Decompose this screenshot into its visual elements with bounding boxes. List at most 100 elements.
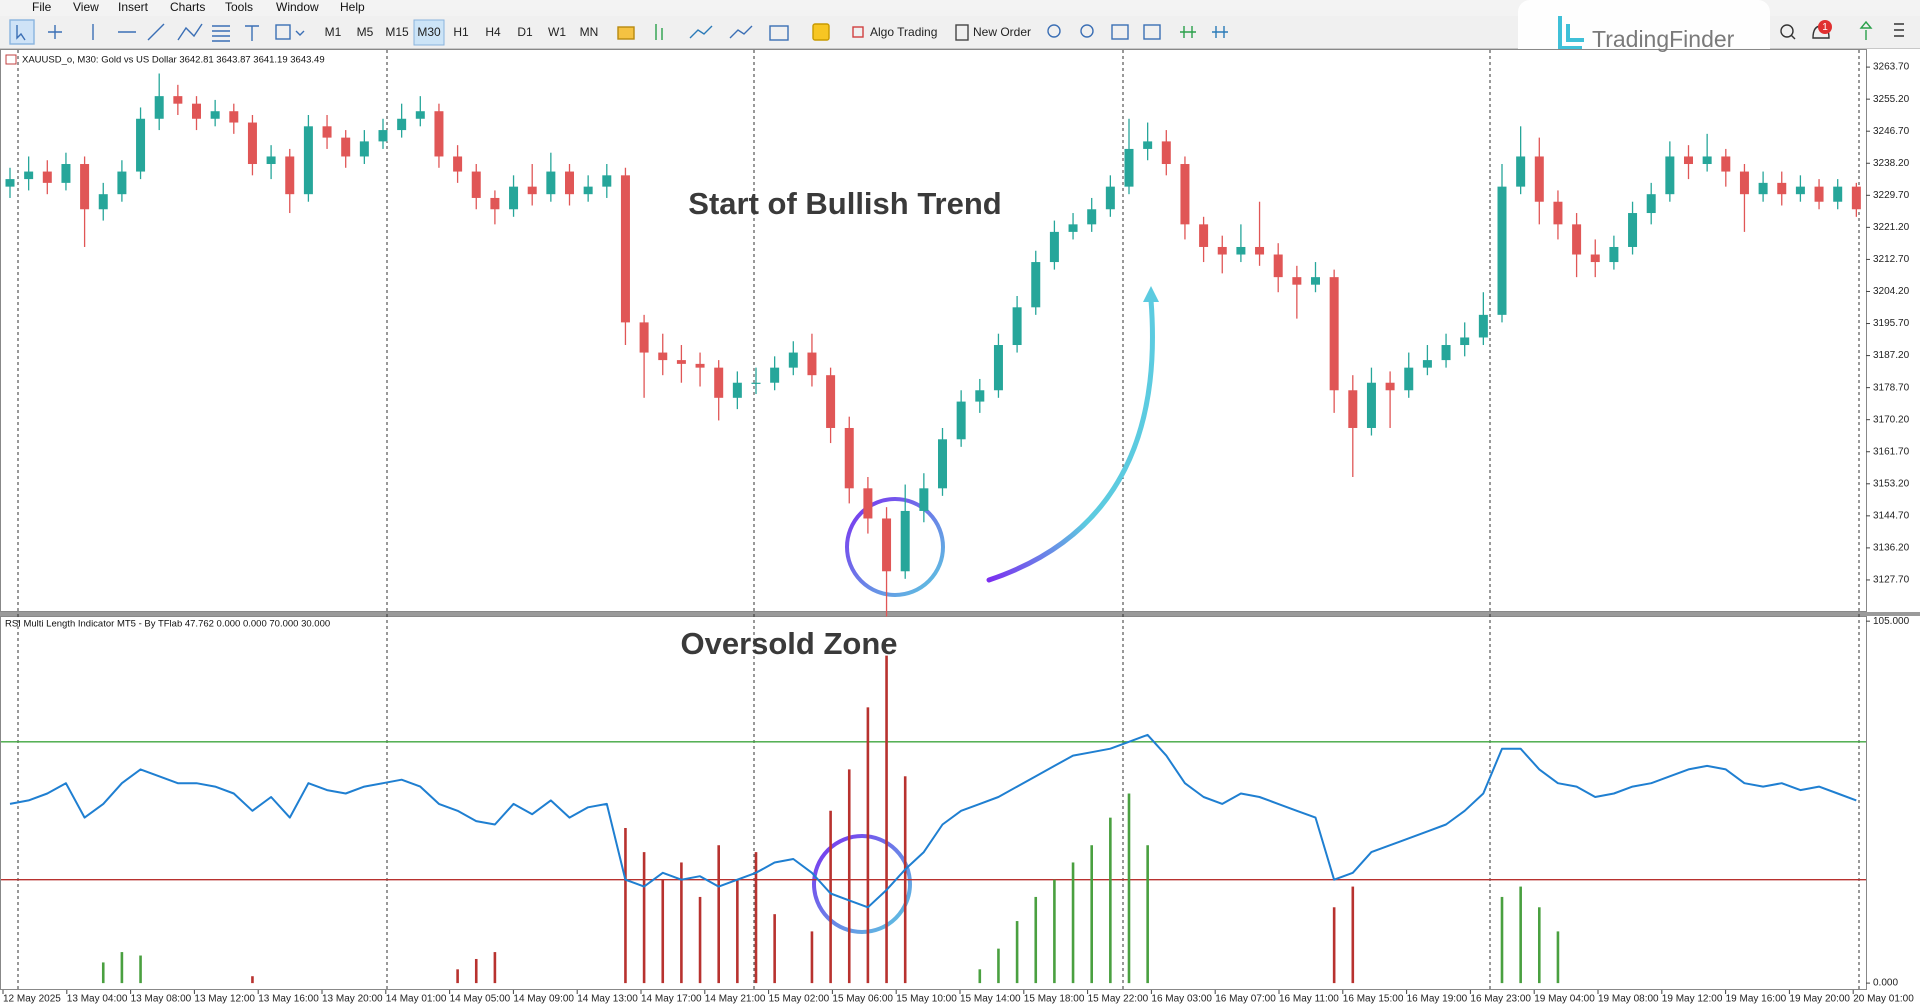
- candle-body: [1795, 186, 1805, 195]
- timeframe-button[interactable]: D1: [517, 25, 533, 39]
- histogram-bar: [1090, 845, 1093, 984]
- candle-body: [1516, 156, 1526, 187]
- timeframe-button[interactable]: M30: [417, 25, 441, 39]
- candle-body: [1105, 186, 1115, 210]
- candle-body: [565, 171, 574, 195]
- candle-body: [1833, 186, 1843, 202]
- indicator-pane-frame: [0, 616, 1867, 990]
- candle-body: [1180, 164, 1190, 225]
- candle-body: [509, 186, 519, 210]
- timeframe-button[interactable]: MN: [580, 25, 599, 39]
- candle-body: [434, 111, 444, 157]
- candle-body: [546, 171, 556, 195]
- candle-body: [1814, 186, 1824, 202]
- histogram-bar: [885, 655, 888, 984]
- menu-item[interactable]: Insert: [118, 0, 149, 14]
- candle-body: [844, 427, 854, 489]
- pane-splitter[interactable]: [0, 612, 1920, 616]
- notification-count: 1: [1822, 22, 1828, 33]
- logo-text: TradingFinder: [1592, 26, 1735, 52]
- candle-body: [61, 164, 71, 183]
- highlight-circle: [812, 834, 912, 934]
- histogram-bar: [1538, 907, 1541, 984]
- candle-body: [1161, 141, 1171, 165]
- candle-body: [1049, 231, 1059, 263]
- candle-body: [1628, 213, 1638, 247]
- active-timeframe: [413, 19, 445, 46]
- histogram-bar: [1146, 845, 1149, 984]
- timeframe-button[interactable]: M15: [385, 25, 409, 39]
- y-tick-label: 3221.20: [1873, 222, 1910, 233]
- x-tick-label: 14 May 05:00: [450, 994, 511, 1005]
- timeframe-button[interactable]: M1: [325, 25, 342, 39]
- histogram-bar: [829, 810, 832, 984]
- menu-item[interactable]: View: [73, 0, 99, 14]
- chart-title: RSI Multi Length Indicator MT5 - By TFla…: [5, 619, 330, 630]
- y-tick-label: 3212.70: [1873, 254, 1910, 265]
- x-tick-label: 14 May 17:00: [641, 994, 702, 1005]
- y-tick-label: 3238.20: [1873, 158, 1910, 169]
- candle-body: [1460, 337, 1470, 346]
- timeframe-button[interactable]: W1: [548, 25, 566, 39]
- x-tick-label: 13 May 20:00: [322, 994, 383, 1005]
- toolbar-button[interactable]: New Order: [973, 25, 1031, 39]
- candle-body: [117, 171, 127, 195]
- menu-item[interactable]: Tools: [225, 0, 253, 14]
- annotation: Start of Bullish Trend: [688, 186, 1001, 221]
- histogram-bar: [456, 969, 459, 984]
- candle-body: [956, 401, 966, 440]
- x-tick-label: 15 May 02:00: [769, 994, 830, 1005]
- candle-body: [1721, 156, 1731, 172]
- histogram-bar: [1015, 921, 1019, 984]
- y-tick-label: 3195.70: [1873, 318, 1910, 329]
- toolbar-icons[interactable]: [9, 19, 1904, 45]
- candle-body: [1068, 224, 1078, 232]
- candle-body: [1124, 148, 1134, 187]
- menu-item[interactable]: File: [32, 0, 52, 14]
- histogram-bar: [624, 827, 627, 984]
- timeframe-button[interactable]: M5: [357, 25, 374, 39]
- histogram-bar: [493, 952, 497, 984]
- candle-body: [1758, 182, 1768, 195]
- x-tick-label: 16 May 03:00: [1151, 994, 1212, 1005]
- histogram-bar: [1127, 793, 1131, 984]
- menu-bar: [0, 0, 1920, 16]
- candle-body: [173, 96, 183, 104]
- y-tick-label: 3178.70: [1873, 382, 1910, 393]
- histogram-bar: [978, 969, 982, 984]
- histogram-bar: [661, 879, 665, 984]
- main-pane-frame: [0, 49, 1867, 612]
- histogram-bar: [1556, 931, 1560, 984]
- trend-arrow-head: [1143, 286, 1159, 302]
- candle-body: [1777, 182, 1787, 195]
- x-tick-label: 15 May 18:00: [1024, 994, 1085, 1005]
- timeframe-button[interactable]: H4: [485, 25, 501, 39]
- histogram-bar: [773, 914, 776, 984]
- y-tick-label: 3246.70: [1873, 126, 1910, 137]
- candle-body: [1236, 246, 1246, 255]
- candle-body: [1031, 262, 1041, 308]
- histogram-bar: [1053, 879, 1056, 984]
- candle-body: [1012, 307, 1022, 346]
- menu-item[interactable]: Charts: [170, 0, 205, 14]
- candle-body: [1590, 254, 1600, 263]
- y-tick-label: 3170.20: [1873, 414, 1910, 425]
- x-tick-label: 13 May 04:00: [67, 994, 128, 1005]
- histogram-bar: [698, 896, 702, 984]
- histogram-bar: [251, 976, 254, 984]
- candle-body: [583, 186, 593, 195]
- x-tick-label: 14 May 09:00: [513, 994, 574, 1005]
- menu-item[interactable]: Help: [340, 0, 365, 14]
- annotation: Oversold Zone: [680, 626, 897, 661]
- histogram-bar: [680, 862, 683, 984]
- x-tick-label: 13 May 12:00: [194, 994, 255, 1005]
- menu-item[interactable]: Window: [276, 0, 319, 14]
- y-tick-label: 3229.70: [1873, 190, 1910, 201]
- timeframe-button[interactable]: H1: [453, 25, 469, 39]
- histogram-bar: [717, 845, 720, 984]
- toolbar-button[interactable]: Algo Trading: [870, 25, 937, 39]
- candle-body: [24, 171, 34, 180]
- candle-body: [1217, 246, 1227, 255]
- candle-body: [1292, 277, 1302, 285]
